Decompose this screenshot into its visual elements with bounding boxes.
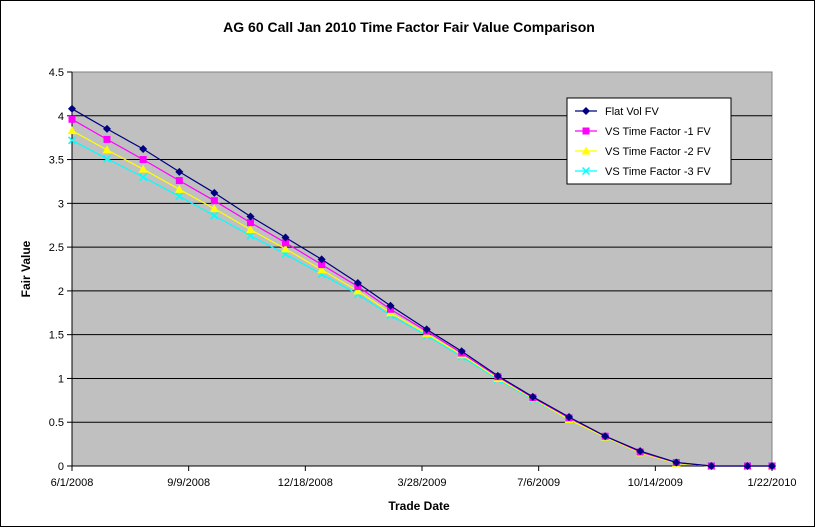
data-point <box>210 188 219 197</box>
y-tick-label: 4 <box>58 111 64 123</box>
legend-marker <box>581 146 591 155</box>
data-point <box>318 261 326 269</box>
data-point <box>246 225 255 234</box>
data-point <box>139 145 148 154</box>
data-point <box>636 447 645 456</box>
data-point <box>210 197 218 205</box>
data-point <box>175 192 184 201</box>
data-point <box>528 392 537 401</box>
data-point <box>317 265 327 274</box>
data-point <box>317 255 326 264</box>
data-point <box>743 462 752 470</box>
legend-item: Flat Vol FV <box>575 106 659 118</box>
data-point <box>282 239 289 247</box>
data-point <box>422 325 431 334</box>
legend-box <box>566 97 732 185</box>
data-point <box>353 286 363 295</box>
x-tick-label: 1/22/2010 <box>748 477 797 489</box>
data-point <box>707 462 716 470</box>
data-point <box>209 204 219 213</box>
data-point <box>386 301 395 310</box>
data-point <box>138 164 148 173</box>
y-tick-label: 0.5 <box>49 417 64 429</box>
data-point <box>103 135 111 143</box>
data-point <box>210 211 219 220</box>
y-tick-label: 1.5 <box>49 330 64 342</box>
marker-stroke <box>175 192 184 201</box>
y-tick-label: 2.5 <box>49 242 64 254</box>
y-tick-label: 4.5 <box>49 67 64 79</box>
x-tick-label: 12/18/2008 <box>278 477 333 489</box>
legend-marker <box>582 107 590 115</box>
marker-stroke <box>102 154 112 163</box>
series-flat-vol-fv <box>68 104 776 470</box>
data-point <box>493 371 502 380</box>
y-tick-label: 3 <box>58 198 64 210</box>
y-axis-title: Fair Value <box>19 240 33 297</box>
legend-item: VS Time Factor -1 FV <box>575 126 711 138</box>
legend-label: VS Time Factor -3 FV <box>605 166 711 178</box>
data-point <box>67 126 77 135</box>
x-tick-label: 10/14/2009 <box>628 477 683 489</box>
marker-stroke <box>581 166 591 176</box>
legend: Flat Vol FV VS Time Factor -1 FV VS Time F… <box>566 97 732 185</box>
data-point <box>281 233 290 242</box>
y-tick-label: 3.5 <box>49 155 64 167</box>
marker-stroke <box>139 173 148 182</box>
chart-title: AG 60 Call Jan 2010 Time Factor Fair Val… <box>223 19 595 35</box>
marker-stroke <box>67 136 77 145</box>
x-tick-label: 3/28/2009 <box>398 477 447 489</box>
x-tick-label: 9/9/2008 <box>167 477 210 489</box>
legend-item: VS Time Factor -3 FV <box>575 166 711 178</box>
data-point <box>102 154 112 163</box>
data-point <box>68 115 76 123</box>
legend-label: Flat Vol FV <box>605 106 659 118</box>
data-point <box>174 184 184 193</box>
data-point <box>281 244 290 253</box>
data-point <box>247 219 254 227</box>
data-point <box>139 156 147 164</box>
legend-item: VS Time Factor -2 FV <box>575 146 711 158</box>
data-point <box>601 432 610 441</box>
data-point <box>175 167 184 176</box>
data-point <box>68 104 76 113</box>
data-point <box>768 462 776 470</box>
x-tick-label: 6/1/2008 <box>51 477 94 489</box>
data-point <box>565 412 573 421</box>
x-axis-title: Trade Date <box>388 499 450 513</box>
data-point <box>353 279 362 288</box>
data-point <box>103 124 111 133</box>
legend-label: VS Time Factor -1 FV <box>605 126 711 138</box>
data-point <box>672 458 681 467</box>
data-point <box>139 173 148 182</box>
legend-label: VS Time Factor -2 FV <box>605 146 711 158</box>
marker-stroke <box>246 231 255 240</box>
data-point <box>246 212 255 221</box>
y-tick-label: 0 <box>58 461 64 473</box>
marker-stroke <box>210 211 219 220</box>
legend-marker <box>582 127 590 135</box>
data-point <box>175 177 183 185</box>
data-point <box>102 145 112 154</box>
y-tick-label: 2 <box>58 286 64 298</box>
data-point <box>67 136 77 145</box>
data-point <box>246 231 255 240</box>
data-point <box>457 347 466 356</box>
x-tick-label: 7/6/2009 <box>517 477 560 489</box>
legend-marker <box>581 166 591 176</box>
y-tick-label: 1 <box>58 373 64 385</box>
